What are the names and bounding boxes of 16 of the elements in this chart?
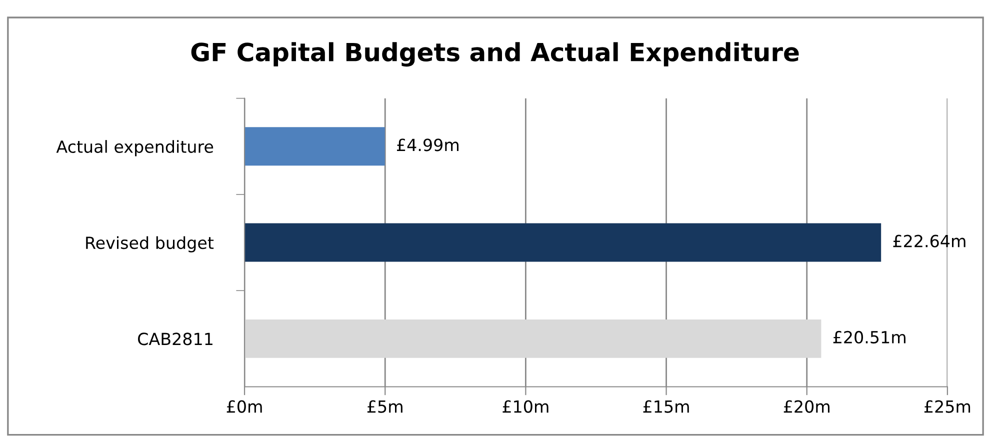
x-tick-label: £15m	[643, 400, 689, 413]
bar	[244, 319, 822, 358]
data-label: £20.51m	[833, 330, 906, 344]
data-label: £22.64m	[893, 234, 966, 248]
y-tick-label: CAB2811	[138, 332, 212, 346]
y-tick-label: Actual expenditure	[56, 140, 214, 156]
data-label: £4.99m	[396, 138, 458, 152]
y-tick-label: Revised budget	[86, 236, 214, 252]
x-tick-label: £0m	[226, 400, 262, 413]
x-tick-label: £10m	[502, 400, 548, 413]
bar	[244, 127, 385, 166]
x-tick-label: £20m	[784, 400, 830, 413]
bar	[244, 223, 882, 262]
x-tick-label: £5m	[367, 400, 402, 413]
x-tick-label: £25m	[924, 400, 970, 413]
chart-title: GF Capital Budgets and Actual Expenditure	[191, 42, 799, 67]
